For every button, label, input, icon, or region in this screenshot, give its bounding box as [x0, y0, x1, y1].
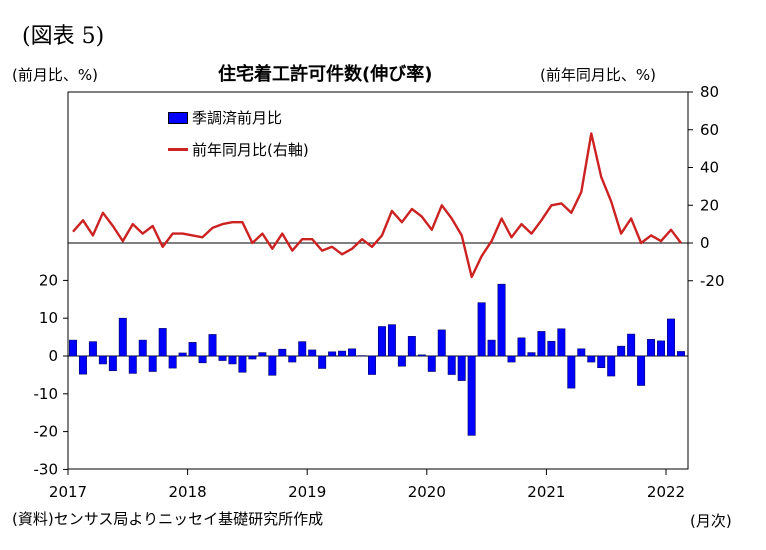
- legend-item-line: 前年同月比(右軸): [168, 139, 309, 160]
- x-axis-tick-label: 2020: [408, 483, 446, 501]
- bar-mom-change: [417, 354, 426, 357]
- legend-line-swatch: [168, 148, 188, 151]
- right-axis-tick-label: 60: [700, 121, 719, 139]
- right-axis-unit: (前年同月比、%): [540, 66, 656, 84]
- bar-mom-change: [88, 341, 97, 357]
- legend-item-bars: 季調済前月比: [168, 107, 282, 128]
- bar-mom-change: [587, 355, 596, 363]
- x-axis-tick-label: 2022: [647, 483, 685, 501]
- bar-mom-change: [178, 352, 187, 357]
- bar-mom-change: [627, 333, 636, 357]
- bar-mom-change: [577, 348, 586, 357]
- bar-mom-change: [427, 355, 436, 372]
- bar-mom-change: [676, 351, 685, 357]
- bar-mom-change: [537, 331, 546, 357]
- bar-mom-change: [98, 355, 107, 365]
- bar-mom-change: [208, 334, 217, 357]
- bar-mom-change: [437, 329, 446, 357]
- right-axis-tick-label: 40: [700, 159, 719, 177]
- bar-mom-change: [397, 355, 406, 367]
- bar-mom-change: [69, 339, 77, 357]
- bar-mom-change: [188, 342, 197, 357]
- bar-mom-change: [158, 328, 167, 357]
- bar-mom-change: [198, 355, 207, 364]
- right-axis-tick-label: 0: [700, 234, 710, 252]
- bar-mom-change: [487, 339, 496, 357]
- bar-mom-change: [407, 336, 416, 357]
- figure-label: (図表 5): [22, 24, 105, 49]
- bar-mom-change: [118, 317, 127, 357]
- legend: 季調済前月比 前年同月比(右軸): [168, 103, 360, 169]
- bar-mom-change: [617, 345, 626, 357]
- bar-mom-change: [387, 324, 396, 357]
- left-axis-tick-label: 10: [39, 309, 58, 327]
- bar-mom-change: [78, 355, 87, 375]
- x-axis-tick-label: 2017: [49, 483, 87, 501]
- bar-mom-change: [517, 337, 526, 357]
- bar-mom-change: [477, 302, 486, 357]
- bar-mom-change: [497, 283, 506, 357]
- left-axis-tick-label: -30: [34, 460, 59, 478]
- bar-mom-change: [597, 355, 606, 369]
- bar-mom-change: [328, 351, 337, 357]
- line-yoy-change: [72, 132, 682, 279]
- x-axis-unit: (月次): [690, 512, 732, 530]
- right-axis-tick-label: -20: [700, 272, 725, 290]
- bar-mom-change: [138, 339, 147, 357]
- bar-mom-change: [666, 318, 675, 357]
- right-axis-tick-label: 80: [700, 83, 719, 101]
- chart-title: 住宅着工許可件数(伸び率): [218, 64, 433, 85]
- bar-mom-change: [657, 340, 665, 357]
- bar-mom-change: [258, 352, 267, 357]
- bar-mom-change: [128, 355, 137, 374]
- source-note: (資料)センサス局よりニッセイ基礎研究所作成: [12, 510, 324, 528]
- x-axis-tick-label: 2018: [169, 483, 207, 501]
- left-axis-tick-label: 0: [48, 347, 58, 365]
- bar-mom-change: [447, 355, 456, 375]
- legend-bar-label: 季調済前月比: [192, 109, 283, 127]
- bar-mom-change: [278, 348, 287, 357]
- bar-mom-change: [338, 350, 347, 357]
- bar-mom-change: [148, 355, 157, 372]
- bar-mom-change: [108, 355, 117, 372]
- bar-mom-change: [377, 326, 386, 357]
- left-axis-tick-label: 20: [39, 271, 58, 289]
- bar-mom-change: [637, 355, 646, 386]
- bar-mom-change: [507, 355, 516, 363]
- bar-mom-change: [298, 341, 307, 357]
- left-axis-unit: (前月比、%): [12, 66, 98, 84]
- bar-mom-change: [527, 352, 536, 357]
- bar-mom-change: [348, 348, 357, 357]
- bar-mom-change: [647, 339, 656, 357]
- bar-mom-change: [557, 328, 566, 357]
- x-axis-tick-label: 2019: [288, 483, 326, 501]
- left-axis-tick-label: -10: [34, 385, 59, 403]
- right-axis-tick-label: 20: [700, 196, 719, 214]
- bar-mom-change: [168, 355, 177, 369]
- bar-mom-change: [308, 349, 317, 357]
- legend-bar-swatch: [168, 111, 188, 124]
- bar-mom-change: [228, 355, 237, 365]
- bar-mom-change: [248, 355, 257, 360]
- bar-mom-change: [288, 355, 297, 363]
- bar-mom-change: [547, 340, 556, 357]
- bar-mom-change: [457, 355, 466, 381]
- left-axis-tick-label: -20: [34, 423, 59, 441]
- bar-mom-change: [318, 355, 327, 369]
- bar-mom-change: [268, 355, 277, 376]
- x-axis-tick-label: 2021: [527, 483, 565, 501]
- bar-mom-change: [607, 355, 616, 377]
- bar-mom-change: [367, 355, 376, 375]
- bar-mom-change: [467, 355, 476, 436]
- bar-mom-change: [218, 355, 227, 361]
- bar-mom-change: [567, 355, 576, 389]
- legend-line-label: 前年同月比(右軸): [192, 141, 309, 159]
- bar-mom-change: [238, 355, 247, 373]
